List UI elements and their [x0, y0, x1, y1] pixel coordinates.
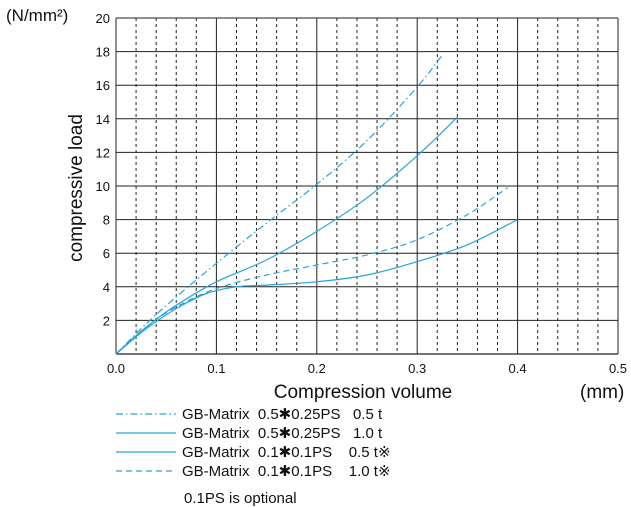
series-line-4	[115, 187, 508, 355]
y-tick-label: 12	[96, 145, 110, 160]
legend-label-2: GB-Matrix 0.5✱0.25PS 1.0 t	[182, 425, 383, 442]
footnote: 0.1PS is optional	[184, 490, 297, 507]
series-line-1	[115, 54, 443, 355]
x-tick-label: 0.4	[509, 361, 527, 376]
y-unit-label: (N/mm²)	[6, 6, 68, 25]
x-tick-label: 0.5	[609, 361, 627, 376]
y-tick-label: 14	[96, 112, 110, 127]
y-tick-label: 20	[96, 11, 110, 26]
x-tick-label: 0.3	[408, 361, 426, 376]
grid	[115, 17, 619, 355]
x-tick-label: 0.1	[207, 361, 225, 376]
legend: GB-Matrix 0.5✱0.25PS 0.5 t GB-Matrix 0.5✱…	[116, 406, 391, 480]
y-tick-label: 10	[96, 179, 110, 194]
y-tick-label: 8	[103, 213, 110, 228]
legend-label-3: GB-Matrix 0.1✱0.1PS 0.5 t※	[182, 444, 391, 461]
y-tick-label: 6	[103, 246, 110, 261]
legend-label-4: GB-Matrix 0.1✱0.1PS 1.0 t※	[182, 463, 391, 480]
tick-labels: 0.0 0.1 0.2 0.3 0.4 0.5 2 4 6 8 10 12 14 16 18 20	[96, 11, 628, 376]
y-tick-label: 18	[96, 45, 110, 60]
y-axis-title: compressive load	[66, 114, 87, 262]
x-tick-label: 0.0	[107, 361, 125, 376]
series-lines	[115, 54, 518, 355]
legend-label-1: GB-Matrix 0.5✱0.25PS 0.5 t	[182, 406, 383, 423]
y-tick-label: 16	[96, 78, 110, 93]
x-tick-label: 0.2	[308, 361, 326, 376]
x-axis-title: Compression volume	[274, 382, 452, 403]
y-tick-label: 4	[103, 280, 110, 295]
y-tick-label: 2	[103, 313, 110, 328]
x-unit-label: (mm)	[580, 382, 624, 403]
series-line-3	[115, 219, 518, 355]
